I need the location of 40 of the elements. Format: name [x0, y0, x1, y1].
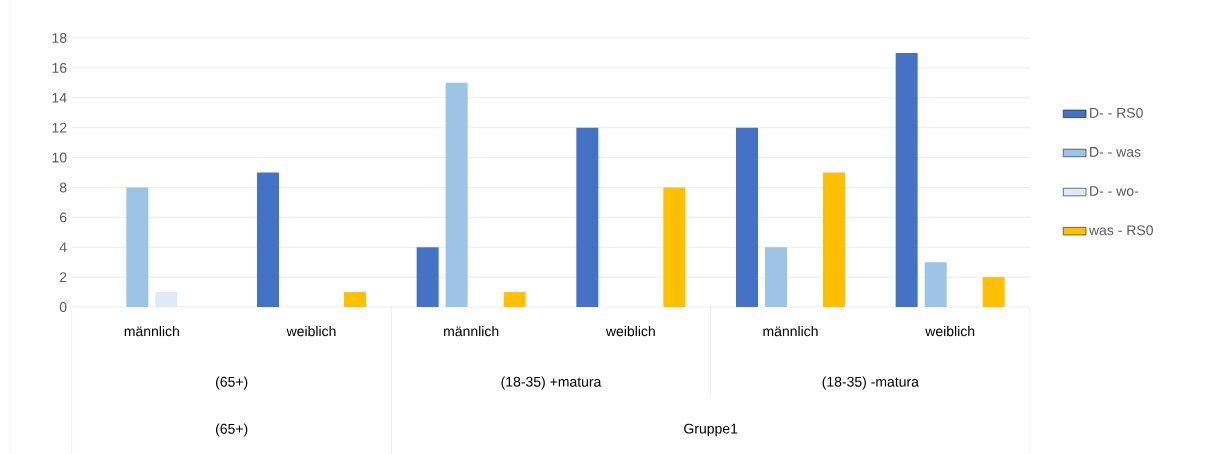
y-tick-label: 2	[59, 272, 67, 282]
y-tick-label: 6	[59, 212, 67, 223]
bar	[126, 187, 149, 307]
bar	[576, 127, 599, 307]
legend-label: D- - wo-	[1090, 186, 1139, 196]
y-tick-label: 10	[52, 152, 67, 163]
x-tick-label: männlich	[124, 325, 179, 337]
bar	[663, 187, 686, 307]
text: (18-35) -matura	[822, 376, 919, 390]
y-tick-label: 4	[59, 242, 67, 253]
x-tick-label: männlich	[444, 325, 499, 337]
y-tick-label: 16	[52, 62, 67, 73]
bar	[155, 292, 178, 307]
legend-label: was - RS0	[1088, 225, 1153, 236]
bar	[982, 277, 1005, 307]
text: (65+)	[215, 423, 248, 437]
text: (18-35) +matura	[501, 376, 602, 390]
y-tick-label: 8	[59, 182, 67, 193]
y-tick-label: 14	[52, 92, 67, 103]
bar	[257, 172, 279, 307]
y-tick-label: 12	[52, 122, 67, 133]
x-tick-label: männlich	[763, 325, 818, 337]
bar	[823, 172, 845, 307]
text: Gruppe1	[684, 423, 738, 437]
x-tick-label: weiblich	[286, 325, 336, 337]
legend-label: D- - RS0	[1090, 107, 1143, 118]
text: (65+)	[215, 376, 248, 390]
y-tick-label: 0	[59, 302, 67, 312]
bar	[503, 292, 526, 307]
bar	[924, 262, 947, 307]
bar	[344, 292, 366, 307]
bar	[895, 52, 918, 307]
bar	[416, 247, 439, 307]
legend-label: D- - was	[1090, 147, 1141, 157]
x-tick-label: weiblich	[925, 325, 975, 337]
x-tick-label: weiblich	[605, 325, 655, 337]
bar	[736, 127, 759, 307]
bar	[765, 247, 787, 307]
bar	[445, 82, 468, 307]
y-tick-label: 18	[52, 33, 67, 43]
